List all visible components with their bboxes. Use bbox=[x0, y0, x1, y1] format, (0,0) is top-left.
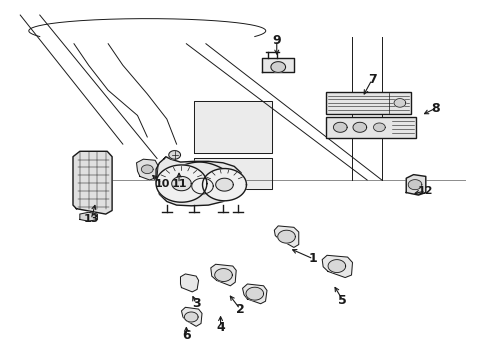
Polygon shape bbox=[172, 176, 191, 191]
Polygon shape bbox=[192, 178, 213, 194]
Polygon shape bbox=[373, 123, 385, 132]
Polygon shape bbox=[194, 158, 272, 189]
Text: 4: 4 bbox=[216, 320, 225, 333]
Text: 8: 8 bbox=[431, 102, 440, 115]
Text: 9: 9 bbox=[272, 33, 281, 47]
Polygon shape bbox=[262, 58, 294, 72]
Text: 1: 1 bbox=[309, 252, 318, 265]
Polygon shape bbox=[406, 175, 426, 195]
Polygon shape bbox=[142, 165, 153, 174]
Polygon shape bbox=[216, 178, 233, 191]
Text: 2: 2 bbox=[236, 303, 245, 316]
Polygon shape bbox=[73, 151, 112, 214]
Polygon shape bbox=[278, 230, 295, 243]
Polygon shape bbox=[215, 269, 232, 282]
Polygon shape bbox=[80, 212, 98, 221]
Polygon shape bbox=[181, 307, 202, 326]
FancyBboxPatch shape bbox=[326, 92, 411, 114]
Text: 5: 5 bbox=[339, 294, 347, 307]
Polygon shape bbox=[137, 159, 158, 180]
Text: 7: 7 bbox=[368, 73, 376, 86]
Polygon shape bbox=[246, 287, 264, 300]
Text: 11: 11 bbox=[172, 179, 187, 189]
Polygon shape bbox=[169, 150, 180, 159]
Polygon shape bbox=[394, 99, 406, 107]
Polygon shape bbox=[353, 122, 367, 132]
Polygon shape bbox=[333, 122, 347, 132]
Polygon shape bbox=[184, 312, 198, 322]
Polygon shape bbox=[322, 255, 352, 278]
Polygon shape bbox=[156, 165, 207, 202]
Polygon shape bbox=[243, 284, 267, 304]
Polygon shape bbox=[202, 168, 246, 201]
Polygon shape bbox=[328, 260, 345, 273]
Text: 10: 10 bbox=[154, 179, 170, 189]
Polygon shape bbox=[156, 157, 243, 206]
Polygon shape bbox=[211, 264, 236, 286]
Text: 3: 3 bbox=[192, 297, 200, 310]
Text: 6: 6 bbox=[182, 329, 191, 342]
Polygon shape bbox=[194, 101, 272, 153]
Polygon shape bbox=[274, 226, 299, 247]
Polygon shape bbox=[180, 274, 198, 292]
FancyBboxPatch shape bbox=[326, 117, 416, 138]
Polygon shape bbox=[408, 180, 422, 190]
Text: 13: 13 bbox=[83, 215, 99, 224]
Text: 12: 12 bbox=[418, 186, 434, 196]
Polygon shape bbox=[271, 62, 286, 72]
